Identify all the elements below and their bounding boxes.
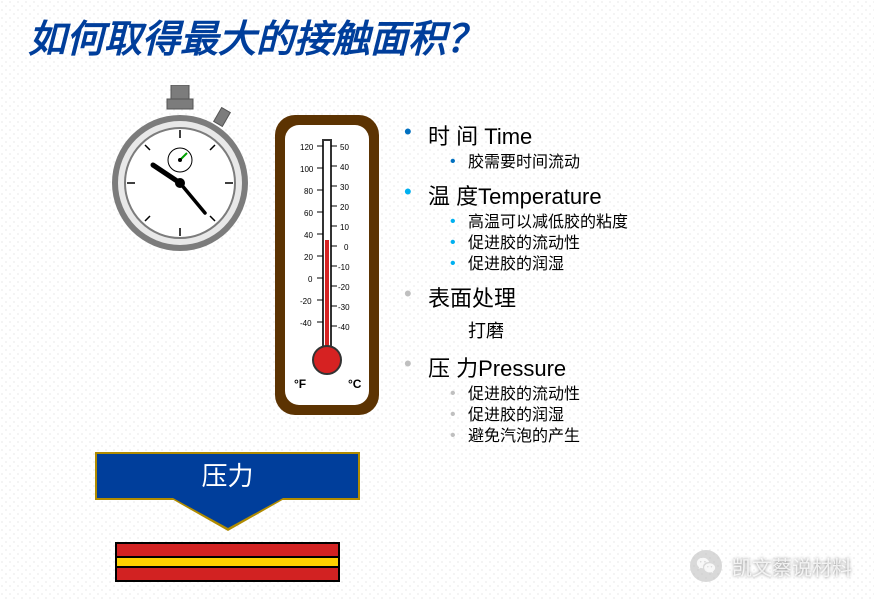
bullet-pressure: 压 力Pressure [400,351,820,383]
layer-bottom-red [115,566,340,582]
svg-text:-20: -20 [300,297,312,306]
thermo-c-label: °C [348,377,362,391]
svg-text:80: 80 [304,187,313,196]
bullet-surface-label: 表面处理 [428,286,516,311]
thermo-f-label: °F [294,377,306,391]
svg-text:20: 20 [340,203,349,212]
sub-time-1: 胶需要时间流动 [450,153,820,173]
pressure-arrow-tip [173,498,283,528]
svg-text:50: 50 [340,143,349,152]
sub-press-3: 避免汽泡的产生 [450,427,820,447]
svg-text:10: 10 [340,223,349,232]
svg-text:20: 20 [304,253,313,262]
bullet-time-label: 时 间 Time [428,124,532,149]
stopwatch-icon [105,85,255,265]
svg-text:0: 0 [308,275,313,284]
bullet-temp-label: 温 度Temperature [428,184,602,209]
bullet-time: 时 间 Time [400,119,820,151]
svg-text:30: 30 [340,183,349,192]
sub-press-2: 促进胶的润湿 [450,406,820,426]
bullet-temp: 温 度Temperature [400,179,820,211]
bullet-list: 时 间 Time 胶需要时间流动 温 度Temperature 高温可以减低胶的… [400,115,820,453]
svg-text:-20: -20 [338,283,350,292]
sub-temp-2: 促进胶的流动性 [450,234,820,254]
thermometer-icon: 120 100 80 60 40 20 0 -20 -40 50 40 30 2… [270,110,384,425]
sub-temp-3: 促进胶的润湿 [450,255,820,275]
watermark: 凯文蔡说材料 [690,550,852,582]
svg-text:40: 40 [304,231,313,240]
svg-text:40: 40 [340,163,349,172]
svg-text:100: 100 [300,165,314,174]
sub-surface-1: 打磨 [450,317,820,343]
svg-text:0: 0 [344,243,349,252]
bullet-surface: 表面处理 [400,281,820,313]
pressure-layer-stack [115,542,340,580]
slide-title: 如何取得最大的接触面积？ [28,8,484,63]
wechat-icon [690,550,722,582]
svg-text:-40: -40 [338,323,350,332]
svg-text:-10: -10 [338,263,350,272]
bullet-pressure-label: 压 力Pressure [428,356,566,381]
pressure-arrow-block: 压力 [95,452,360,500]
pressure-arrow-banner: 压力 [95,452,360,500]
sub-temp-1: 高温可以减低胶的粘度 [450,213,820,233]
pressure-arrow-label: 压力 [201,461,253,491]
svg-text:120: 120 [300,143,314,152]
svg-text:-30: -30 [338,303,350,312]
svg-text:-40: -40 [300,319,312,328]
svg-text:60: 60 [304,209,313,218]
watermark-text: 凯文蔡说材料 [732,552,852,581]
sub-press-1: 促进胶的流动性 [450,385,820,405]
